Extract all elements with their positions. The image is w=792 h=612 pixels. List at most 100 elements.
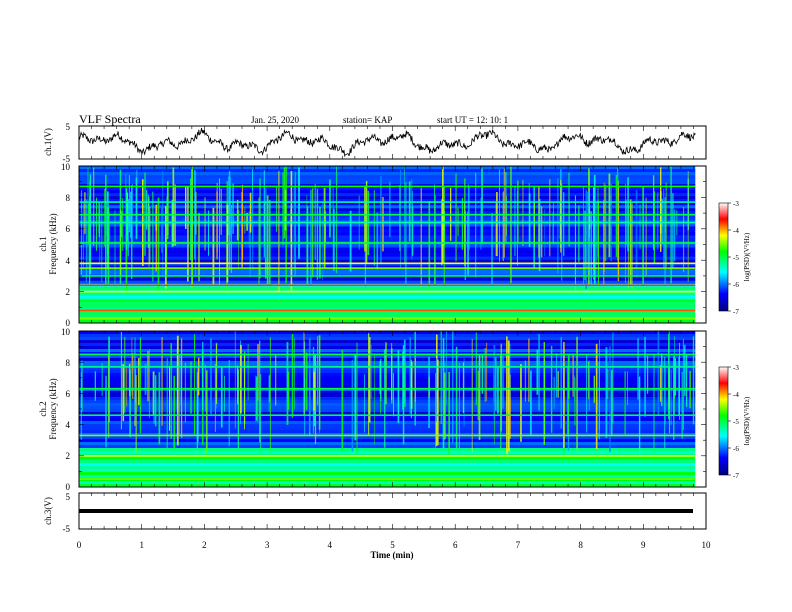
spec-streak bbox=[314, 353, 317, 445]
spec-row-4 bbox=[79, 343, 696, 347]
spec-band-5 bbox=[79, 366, 696, 368]
spec-streak bbox=[129, 369, 131, 438]
spec-streak bbox=[657, 331, 660, 415]
spec-streak bbox=[443, 185, 445, 286]
spec-row-44 bbox=[79, 298, 696, 303]
spec-streak bbox=[172, 167, 175, 246]
colorbar-tick-label: -6 bbox=[733, 281, 739, 289]
ch3-wave-ylabel: ch.3(V) bbox=[43, 497, 53, 525]
spec-streak bbox=[555, 353, 557, 398]
spec-row-37 bbox=[79, 442, 696, 446]
spec-row-28 bbox=[79, 250, 696, 254]
spec-streak bbox=[653, 355, 655, 455]
spec-streak bbox=[409, 337, 411, 414]
spec-streak bbox=[538, 199, 541, 272]
spec-streak bbox=[496, 192, 498, 257]
spec-streak bbox=[184, 362, 186, 423]
spec-band-7 bbox=[79, 262, 696, 265]
spec-streak bbox=[80, 372, 82, 440]
spec-streak bbox=[552, 212, 553, 243]
spec-row-1 bbox=[79, 169, 696, 173]
spec-row-40 bbox=[79, 451, 696, 455]
spec-streak bbox=[237, 369, 239, 452]
spec-streak bbox=[147, 351, 149, 402]
spec-streak bbox=[263, 170, 265, 258]
spec-streak bbox=[108, 353, 110, 438]
spec-streak bbox=[625, 183, 626, 283]
spec-row-32 bbox=[79, 427, 696, 431]
spec-streak bbox=[507, 340, 510, 452]
spec-band-3 bbox=[79, 414, 696, 416]
spec-streak bbox=[595, 343, 598, 449]
spec-streak bbox=[308, 338, 311, 432]
spec-streak bbox=[220, 188, 222, 235]
spec-streak bbox=[397, 350, 400, 424]
spec-streak bbox=[167, 181, 169, 240]
spec-streak bbox=[384, 349, 386, 448]
spec-band-9 bbox=[79, 221, 696, 224]
spec-row-7 bbox=[79, 187, 696, 191]
spec-streak bbox=[187, 188, 189, 270]
spec-streak bbox=[240, 344, 242, 414]
spec-streak bbox=[317, 336, 319, 406]
spec-row-22 bbox=[79, 397, 696, 401]
spec-row-48 bbox=[79, 310, 696, 315]
spec-row-34 bbox=[79, 268, 696, 273]
spec-row-51 bbox=[79, 484, 696, 488]
spec-streak bbox=[244, 207, 246, 234]
ch3-wave-ytick-bottom: -5 bbox=[63, 524, 71, 534]
figure-title: VLF Spectra bbox=[79, 112, 141, 126]
spec-band-5 bbox=[79, 275, 696, 277]
ch2-frequency-label: Frequency (kHz) bbox=[48, 378, 58, 439]
start-time-label: start UT = 12: 10: 1 bbox=[437, 115, 508, 125]
spec-row-48 bbox=[79, 475, 696, 479]
ch2-colorbar-gradient bbox=[718, 366, 729, 476]
spec-streak bbox=[657, 192, 659, 250]
spec-streak bbox=[588, 360, 590, 411]
colorbar-tick-label: -7 bbox=[733, 308, 739, 316]
spec-streak bbox=[584, 210, 586, 281]
spec-streak bbox=[305, 352, 308, 411]
spec-streak bbox=[239, 209, 241, 238]
spec-streak bbox=[312, 188, 314, 278]
ch1-ytick-6: 6 bbox=[66, 224, 71, 234]
spec-streak bbox=[234, 331, 236, 429]
spec-streak bbox=[480, 197, 482, 250]
spec-streak bbox=[509, 374, 511, 439]
spec-streak bbox=[635, 189, 638, 278]
spec-streak bbox=[244, 355, 245, 430]
spec-streak bbox=[560, 337, 562, 429]
spec-streak bbox=[87, 203, 90, 245]
spec-streak bbox=[405, 182, 407, 287]
spec-streak bbox=[428, 376, 430, 398]
ch2-ytick-6: 6 bbox=[66, 389, 71, 399]
spec-streak bbox=[165, 206, 167, 289]
ch1-spectrogram-panel: 10 8 6 4 2 0 ch.1 Frequency (kHz) bbox=[38, 162, 707, 328]
spec-streak bbox=[306, 194, 308, 284]
spec-row-39 bbox=[79, 448, 696, 452]
spec-row-13 bbox=[79, 205, 696, 209]
spec-streak bbox=[497, 366, 499, 414]
spec-streak bbox=[491, 213, 493, 287]
spec-row-43 bbox=[79, 295, 696, 300]
spec-streak bbox=[444, 372, 446, 440]
spec-streak bbox=[197, 367, 199, 443]
spec-row-20 bbox=[79, 226, 696, 230]
spec-band-2 bbox=[79, 298, 696, 301]
spec-row-19 bbox=[79, 223, 696, 227]
spec-streak bbox=[567, 355, 570, 399]
spec-streak bbox=[294, 338, 295, 410]
ch2-colorbar-label: log(PSD)(V²/Hz) bbox=[743, 396, 751, 445]
spec-row-16 bbox=[79, 379, 696, 383]
spec-streak bbox=[588, 361, 589, 400]
spec-row-11 bbox=[79, 199, 696, 203]
x-tick-label-10: 10 bbox=[702, 540, 712, 550]
spec-row-15 bbox=[79, 211, 696, 215]
spec-streak bbox=[557, 371, 559, 398]
ch1-ytick-0: 0 bbox=[66, 318, 71, 328]
spec-streak bbox=[205, 364, 206, 411]
spec-streak bbox=[563, 192, 565, 256]
spec-streak bbox=[414, 358, 416, 402]
spec-streak bbox=[93, 167, 95, 246]
